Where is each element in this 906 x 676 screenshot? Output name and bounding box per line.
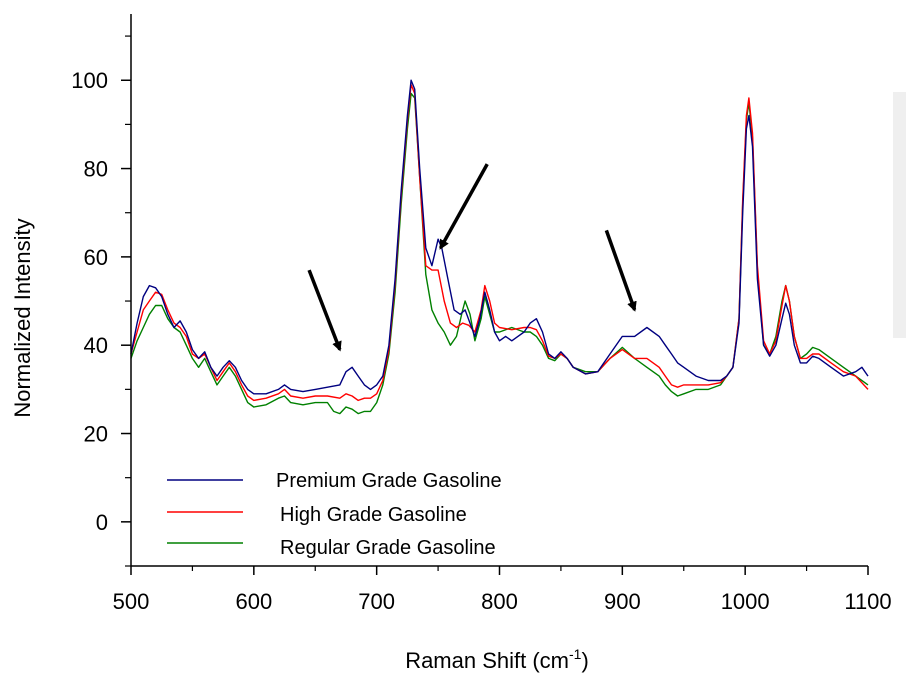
y-tick-label: 20 bbox=[84, 422, 108, 447]
annotation-arrow-0 bbox=[307, 269, 342, 352]
x-tick-label: 1000 bbox=[721, 589, 770, 614]
x-tick-label: 900 bbox=[604, 589, 641, 614]
x-tick-label: 500 bbox=[113, 589, 150, 614]
y-tick-label: 60 bbox=[84, 245, 108, 270]
x-axis-title-sup: -1 bbox=[569, 646, 582, 662]
y-tick-label: 100 bbox=[71, 68, 108, 93]
x-tick-label: 700 bbox=[358, 589, 395, 614]
annotation-layer bbox=[307, 163, 637, 352]
annotation-arrow-1 bbox=[439, 163, 489, 250]
y-axis-title: Normalized Intensity bbox=[10, 218, 35, 417]
x-axis-title: Raman Shift (cm-1) bbox=[405, 646, 589, 673]
legend: Premium Grade Gasoline High Grade Gasoli… bbox=[167, 470, 502, 559]
series-line-0 bbox=[130, 79, 869, 395]
y-ticks: 0 20 40 60 80 100 bbox=[71, 35, 131, 567]
y-tick-label: 0 bbox=[96, 510, 108, 535]
annotation-arrow-2 bbox=[604, 229, 637, 312]
side-panel bbox=[893, 92, 906, 338]
x-ticks: 500 600 700 800 900 1000 1100 bbox=[113, 566, 892, 614]
series-line-1 bbox=[130, 84, 869, 402]
x-tick-label: 800 bbox=[481, 589, 518, 614]
x-axis-title-end: ) bbox=[581, 648, 588, 673]
x-tick-label: 600 bbox=[235, 589, 272, 614]
y-tick-label: 40 bbox=[84, 333, 108, 358]
series-layer bbox=[130, 79, 869, 415]
x-axis-title-main: Raman Shift (cm bbox=[405, 648, 569, 673]
x-tick-label: 1100 bbox=[844, 589, 891, 614]
legend-label-high: High Grade Gasoline bbox=[280, 504, 467, 526]
y-tick-label: 80 bbox=[84, 157, 108, 182]
legend-label-premium: Premium Grade Gasoline bbox=[276, 470, 502, 492]
legend-label-regular: Regular Grade Gasoline bbox=[280, 537, 496, 559]
